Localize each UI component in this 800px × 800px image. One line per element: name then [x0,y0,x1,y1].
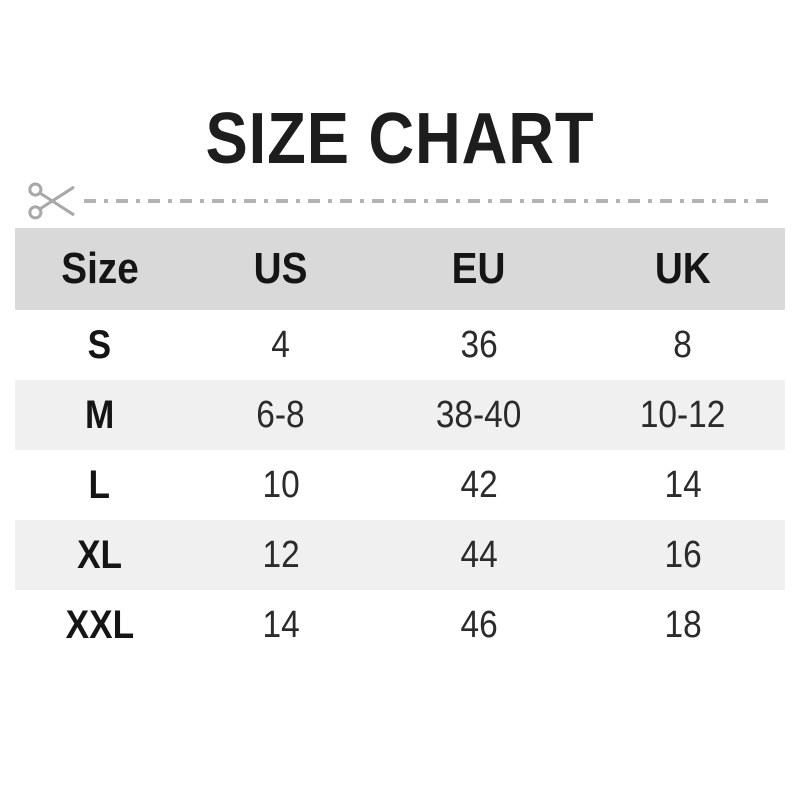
dashed-cut-line [84,199,776,203]
row-label-s: S [87,322,112,367]
scissors-icon [28,182,75,220]
cell-xl-us: 12 [262,533,300,576]
cell-m-eu: 38-40 [436,393,522,436]
page-title: SIZE CHART [0,103,800,175]
cell-l-us: 10 [262,463,300,506]
column-header-uk: UK [580,228,785,310]
cut-line [28,180,776,222]
row-label-m: M [85,392,115,437]
cell-m-us: 6-8 [256,393,305,436]
cell-s-eu: 36 [460,323,498,366]
cell-xl-eu: 44 [460,533,498,576]
cell-s-us: 4 [271,323,290,366]
cell-m-uk: 10-12 [640,393,726,436]
row-label-xxl: XXL [65,602,134,647]
cell-xxl-eu: 46 [460,603,498,646]
row-label-xl: XL [77,532,123,577]
column-header-us: US [184,228,377,310]
table-row-s: S 4 36 8 [15,310,785,380]
cell-xl-uk: 16 [664,533,702,576]
cell-l-eu: 42 [460,463,498,506]
row-label-l: L [88,462,111,507]
table-row-xl: XL 12 44 16 [15,520,785,590]
size-chart-table: Size US EU UK S 4 36 8 M 6-8 38-40 10-12… [15,228,785,660]
cell-xxl-uk: 18 [664,603,702,646]
table-header-row: Size US EU UK [15,228,785,310]
table-row-xxl: XXL 14 46 18 [15,590,785,660]
cell-l-uk: 14 [664,463,702,506]
page-title-text: SIZE CHART [205,99,595,179]
cell-s-uk: 8 [673,323,693,366]
cell-xxl-us: 14 [262,603,300,646]
table-row-l: L 10 42 14 [15,450,785,520]
column-header-eu: EU [376,228,581,310]
table-row-m: M 6-8 38-40 10-12 [15,380,785,450]
column-header-size: Size [15,228,185,310]
